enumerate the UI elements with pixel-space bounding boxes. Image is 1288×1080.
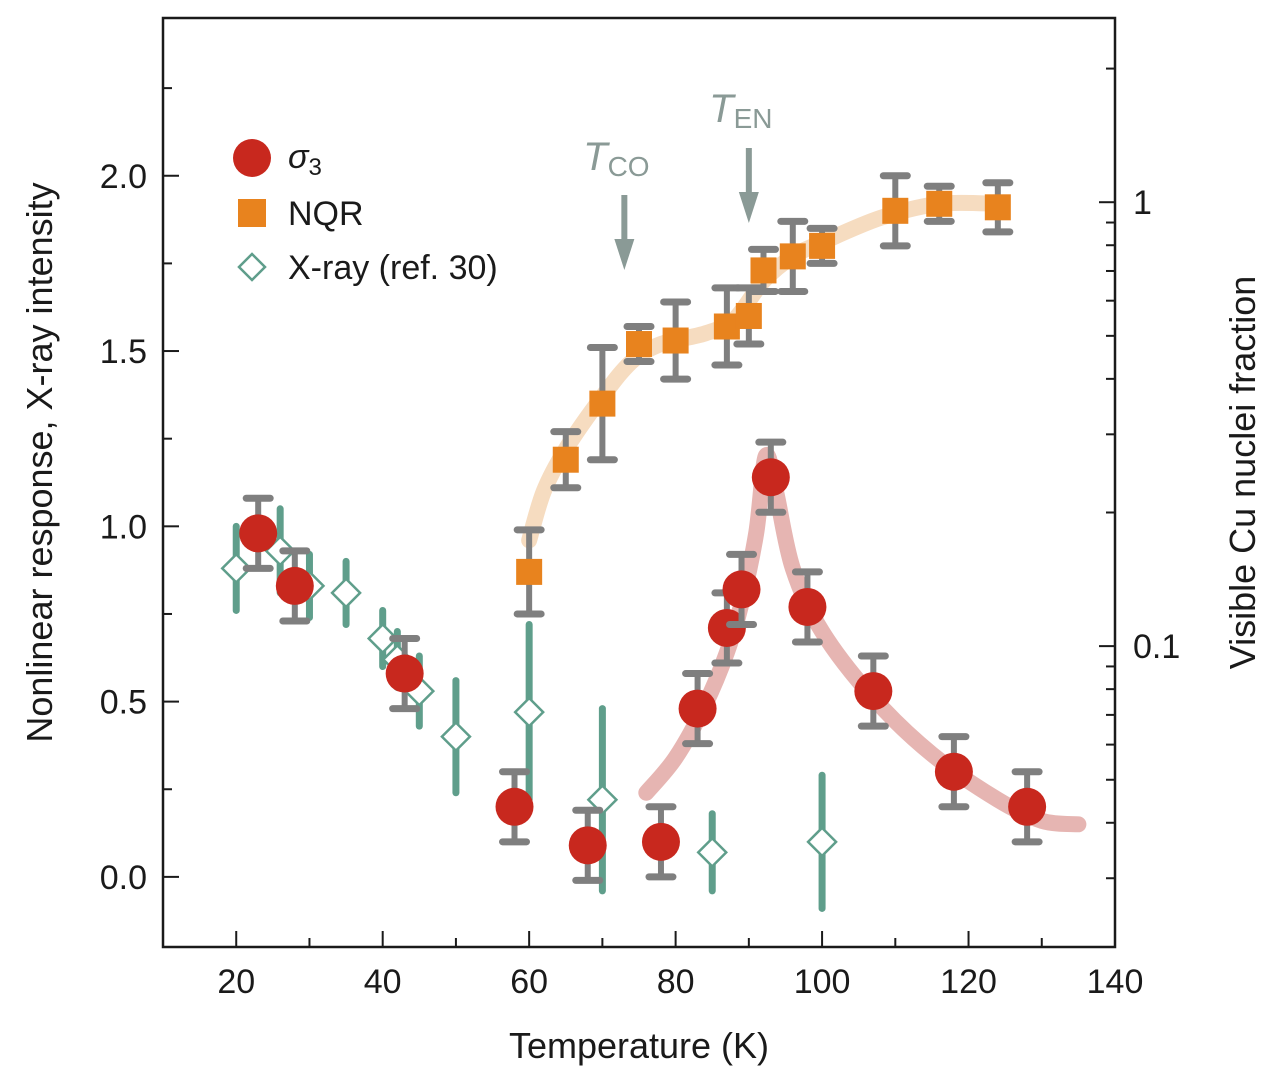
x-tick-label: 140: [1087, 963, 1144, 1001]
sigma3-point: [385, 654, 424, 693]
sigma3-point: [275, 566, 314, 605]
y-tick-label: 1.0: [100, 508, 147, 546]
x-tick-label: 80: [657, 963, 695, 1001]
x-tick-label: 60: [510, 963, 548, 1001]
sigma3-point: [641, 822, 680, 861]
xray-point: [586, 783, 619, 816]
annotation-arrow-head: [614, 239, 635, 270]
annotation-label: TCO: [583, 135, 649, 182]
annotation-arrow-head: [738, 192, 759, 223]
nqr-point: [926, 190, 953, 217]
sigma3-point: [707, 608, 746, 647]
sigma3-point: [495, 787, 534, 826]
legend-label-sigma3: σ3: [288, 138, 322, 181]
y-tick-label: 0.0: [100, 859, 147, 897]
xray-point: [806, 826, 838, 858]
annotation-main: T: [583, 135, 610, 179]
x-tick-label: 120: [940, 963, 997, 1001]
nqr-point: [735, 302, 762, 329]
nqr-point: [809, 232, 836, 259]
sigma3-point: [239, 514, 278, 553]
legend-sigma-symbol: σ: [288, 138, 310, 176]
sigma3-guide-line: [638, 446, 1087, 833]
sigma3-point: [854, 672, 893, 711]
y2-axis-title: Visible Cu nuclei fraction: [1222, 276, 1263, 670]
x-tick-label: 100: [794, 963, 851, 1001]
nqr-point: [750, 257, 777, 284]
nqr-point: [662, 327, 689, 354]
nqr-point: [984, 194, 1011, 221]
y-tick-label: 2.0: [100, 158, 147, 196]
x-tick-label: 20: [217, 963, 255, 1001]
annotation-main: T: [709, 87, 736, 131]
y2-tick-label: 1: [1133, 184, 1152, 222]
legend-swatch-nqr: [238, 199, 266, 227]
guide-curves: [521, 194, 1087, 833]
sigma3-point: [934, 752, 973, 791]
sigma3-point: [788, 587, 827, 626]
xray-point: [330, 577, 362, 609]
legend: σ3 NQR X-ray (ref. 30): [233, 138, 498, 287]
y-tick-label: 1.5: [100, 333, 147, 371]
xray-point: [696, 836, 728, 869]
sigma3-point: [722, 570, 761, 609]
y-tick-label: 0.5: [100, 684, 147, 722]
xray-point: [440, 720, 472, 753]
annotation-sub: CO: [608, 151, 650, 182]
nqr-point: [516, 558, 543, 585]
nqr-series: [513, 172, 1014, 618]
legend-sigma-subscript: 3: [309, 154, 322, 181]
nqr-point: [626, 331, 652, 358]
sigma3-point: [1008, 787, 1047, 826]
sigma3-point: [568, 826, 607, 865]
legend-swatch-xray: [237, 252, 267, 282]
nqr-point: [779, 243, 806, 270]
nqr-point: [589, 390, 616, 417]
nqr-point: [552, 446, 579, 473]
annotation-label: TEN: [709, 87, 772, 134]
nqr-point: [882, 197, 909, 224]
plot-frame: [161, 16, 1117, 949]
sigma3-point: [751, 458, 790, 497]
xray-point: [366, 622, 399, 655]
x-axis-title: Temperature (K): [509, 1025, 769, 1066]
sigma3-point: [678, 689, 717, 728]
x-tick-label: 40: [364, 963, 402, 1001]
legend-swatch-sigma3: [233, 139, 271, 177]
y-axis-left: 0.0 0.5 1.0 1.5 2.0: [100, 87, 179, 897]
sigma3-series: [239, 438, 1047, 884]
annotation-sub: EN: [734, 103, 773, 134]
y-axis-right: 10.1: [1099, 67, 1180, 880]
y-axis-title: Nonlinear response, X-ray intensity: [19, 182, 60, 742]
nqr-point: [713, 313, 740, 340]
xray-point: [513, 696, 545, 728]
legend-label-xray: X-ray (ref. 30): [288, 249, 498, 287]
x-axis: 20 40 60 80 100 120 140: [162, 931, 1144, 1001]
legend-label-nqr: NQR: [288, 195, 364, 233]
xray-point: [220, 552, 252, 585]
y2-tick-label: 0.1: [1133, 628, 1180, 666]
